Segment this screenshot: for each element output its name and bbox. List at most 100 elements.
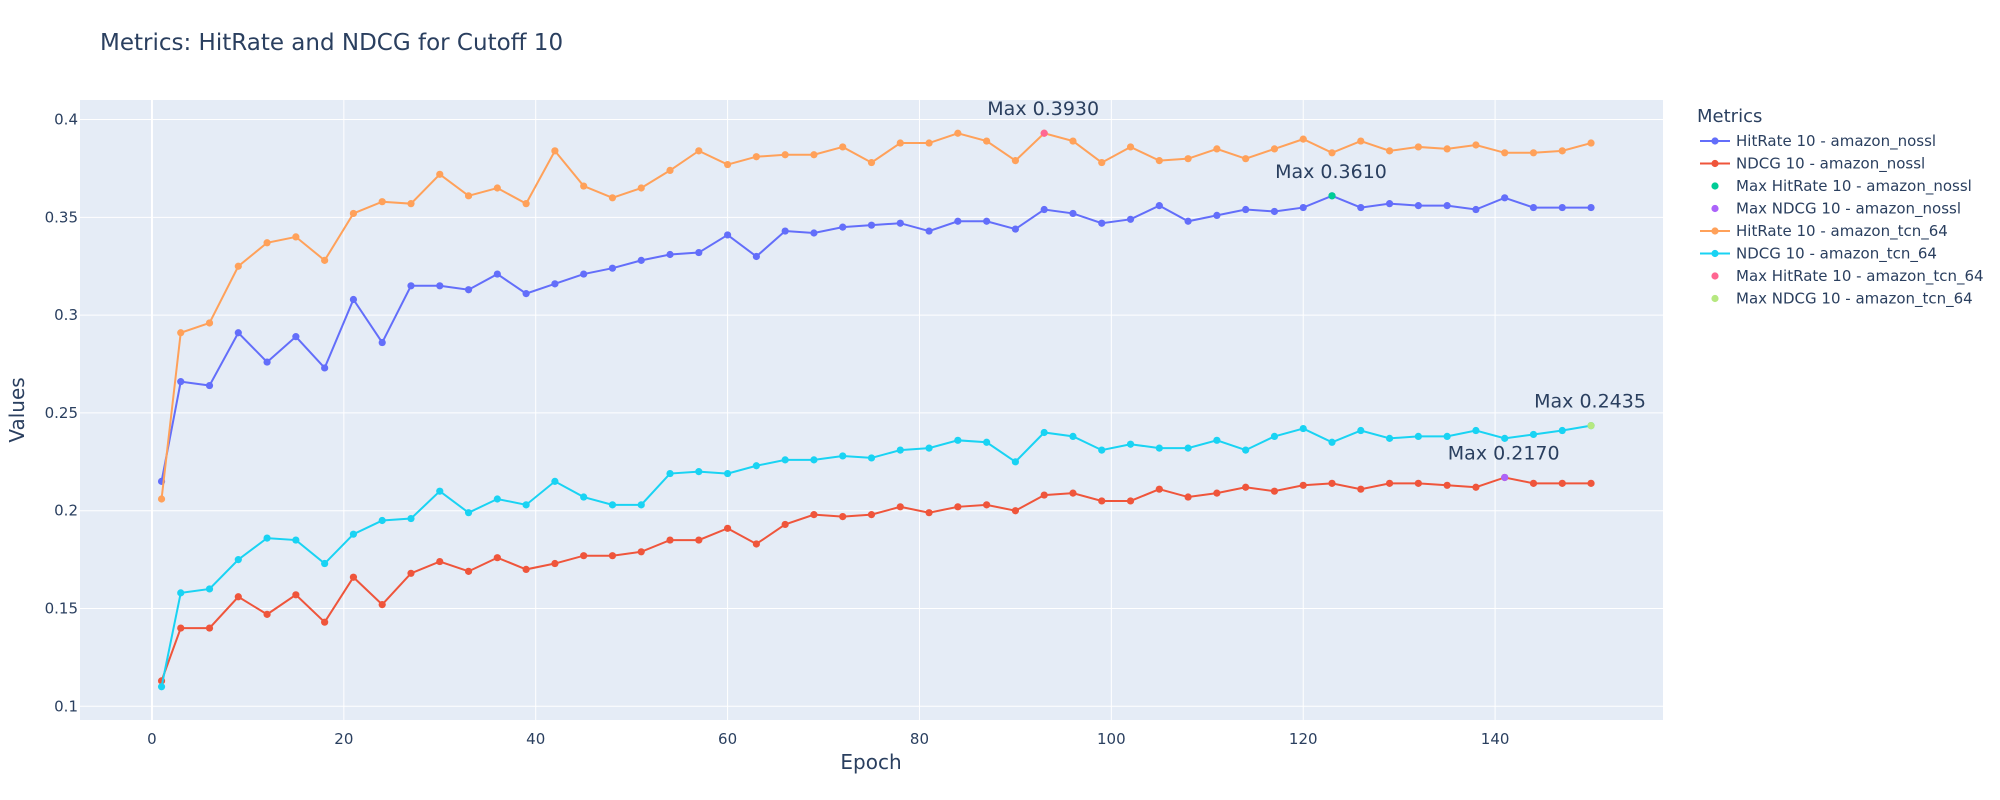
data-point (1501, 149, 1509, 157)
data-point (983, 217, 991, 225)
data-point (1011, 458, 1020, 466)
legend-item: NDCG 10 - amazon_tcn_64 (1700, 245, 1937, 264)
data-point (839, 223, 847, 231)
series-1 (157, 473, 1595, 685)
data-point (752, 540, 760, 548)
data-point (723, 524, 732, 532)
data-point (1443, 481, 1451, 489)
data-point (781, 151, 789, 159)
data-point (1098, 497, 1106, 505)
data-point (1414, 479, 1422, 487)
data-point (349, 573, 358, 581)
data-point (407, 200, 415, 208)
data-point (321, 618, 329, 626)
legend-item: Max NDCG 10 - amazon_nossl (1711, 200, 1961, 219)
data-point (925, 444, 933, 452)
data-point (292, 333, 300, 341)
data-point (1270, 487, 1279, 495)
x-tick-label: 60 (718, 730, 737, 748)
data-point (637, 184, 645, 192)
data-point (234, 262, 242, 270)
data-point (781, 520, 789, 529)
series-0 (157, 192, 1595, 485)
data-point (407, 514, 415, 523)
data-point (1242, 155, 1250, 163)
data-point (1270, 432, 1279, 441)
data-point (723, 469, 732, 478)
plot-area (80, 100, 1663, 720)
max-annotation: Max 0.2435 (1534, 391, 1646, 413)
data-point (263, 610, 271, 618)
data-point (810, 229, 818, 237)
legend-label: Max HitRate 10 - amazon_nossl (1736, 177, 1972, 196)
y-tick-label: 0.35 (45, 208, 78, 226)
data-point (522, 200, 530, 208)
y-axis-title: Values (5, 377, 29, 442)
legend-swatch-marker (1711, 227, 1719, 235)
data-point (157, 495, 166, 503)
y-tick-label: 0.2 (54, 502, 78, 520)
legend-item: Max NDCG 10 - amazon_tcn_64 (1711, 290, 1973, 309)
data-point (321, 559, 329, 568)
data-point (1126, 440, 1135, 448)
data-point (608, 194, 617, 202)
data-point (1213, 211, 1221, 219)
data-point (695, 248, 703, 257)
data-point (1040, 491, 1048, 499)
x-axis-title: Epoch (840, 750, 901, 774)
x-tick-label: 100 (1097, 730, 1126, 748)
data-point (1299, 481, 1307, 489)
legend-item: HitRate 10 - amazon_tcn_64 (1700, 222, 1948, 241)
legend-label: Max HitRate 10 - amazon_tcn_64 (1736, 267, 1984, 286)
legend: Metrics HitRate 10 - amazon_nossl NDCG 10… (1697, 106, 1984, 309)
data-point (608, 501, 617, 509)
grid-layer (80, 100, 1663, 720)
data-point (321, 256, 329, 264)
max-annotation: Max 0.3930 (987, 98, 1099, 120)
data-point (1328, 479, 1336, 487)
data-point (292, 536, 300, 544)
data-point (1385, 479, 1394, 487)
data-point (1501, 473, 1509, 482)
data-point (464, 567, 473, 575)
data-point (551, 280, 559, 288)
data-point (896, 219, 904, 227)
data-point (1213, 436, 1221, 444)
data-point (839, 452, 847, 460)
data-point (954, 217, 962, 225)
data-point (493, 554, 501, 562)
data-point (1472, 426, 1480, 435)
data-point (1529, 149, 1538, 157)
data-point (1472, 141, 1480, 149)
data-point (580, 493, 588, 501)
max-annotation: Max 0.3610 (1275, 161, 1387, 183)
data-point (1472, 483, 1480, 491)
data-point (1126, 497, 1135, 505)
data-point (177, 378, 185, 386)
data-point (436, 170, 444, 178)
y-tick-label: 0.3 (54, 306, 78, 324)
legend-title: Metrics (1697, 106, 1762, 127)
data-point (1328, 192, 1336, 200)
data-point (1587, 422, 1595, 430)
data-point (436, 282, 444, 290)
legend-swatch-marker (1711, 182, 1719, 190)
series-5 (157, 422, 1595, 691)
data-point (1213, 489, 1221, 497)
data-point (810, 456, 818, 464)
data-point (464, 286, 473, 294)
data-point (1011, 225, 1020, 233)
data-point (177, 589, 185, 597)
series-6 (1040, 129, 1048, 137)
legend-item: NDCG 10 - amazon_nossl (1700, 155, 1925, 174)
legend-swatch-marker (1711, 249, 1719, 258)
series-layer (157, 129, 1595, 691)
data-point (1357, 137, 1365, 145)
y-tick-label: 0.15 (45, 600, 78, 618)
data-point (752, 462, 760, 470)
data-point (896, 503, 904, 511)
data-point (637, 501, 645, 509)
data-point (839, 512, 847, 521)
data-point (637, 548, 645, 556)
